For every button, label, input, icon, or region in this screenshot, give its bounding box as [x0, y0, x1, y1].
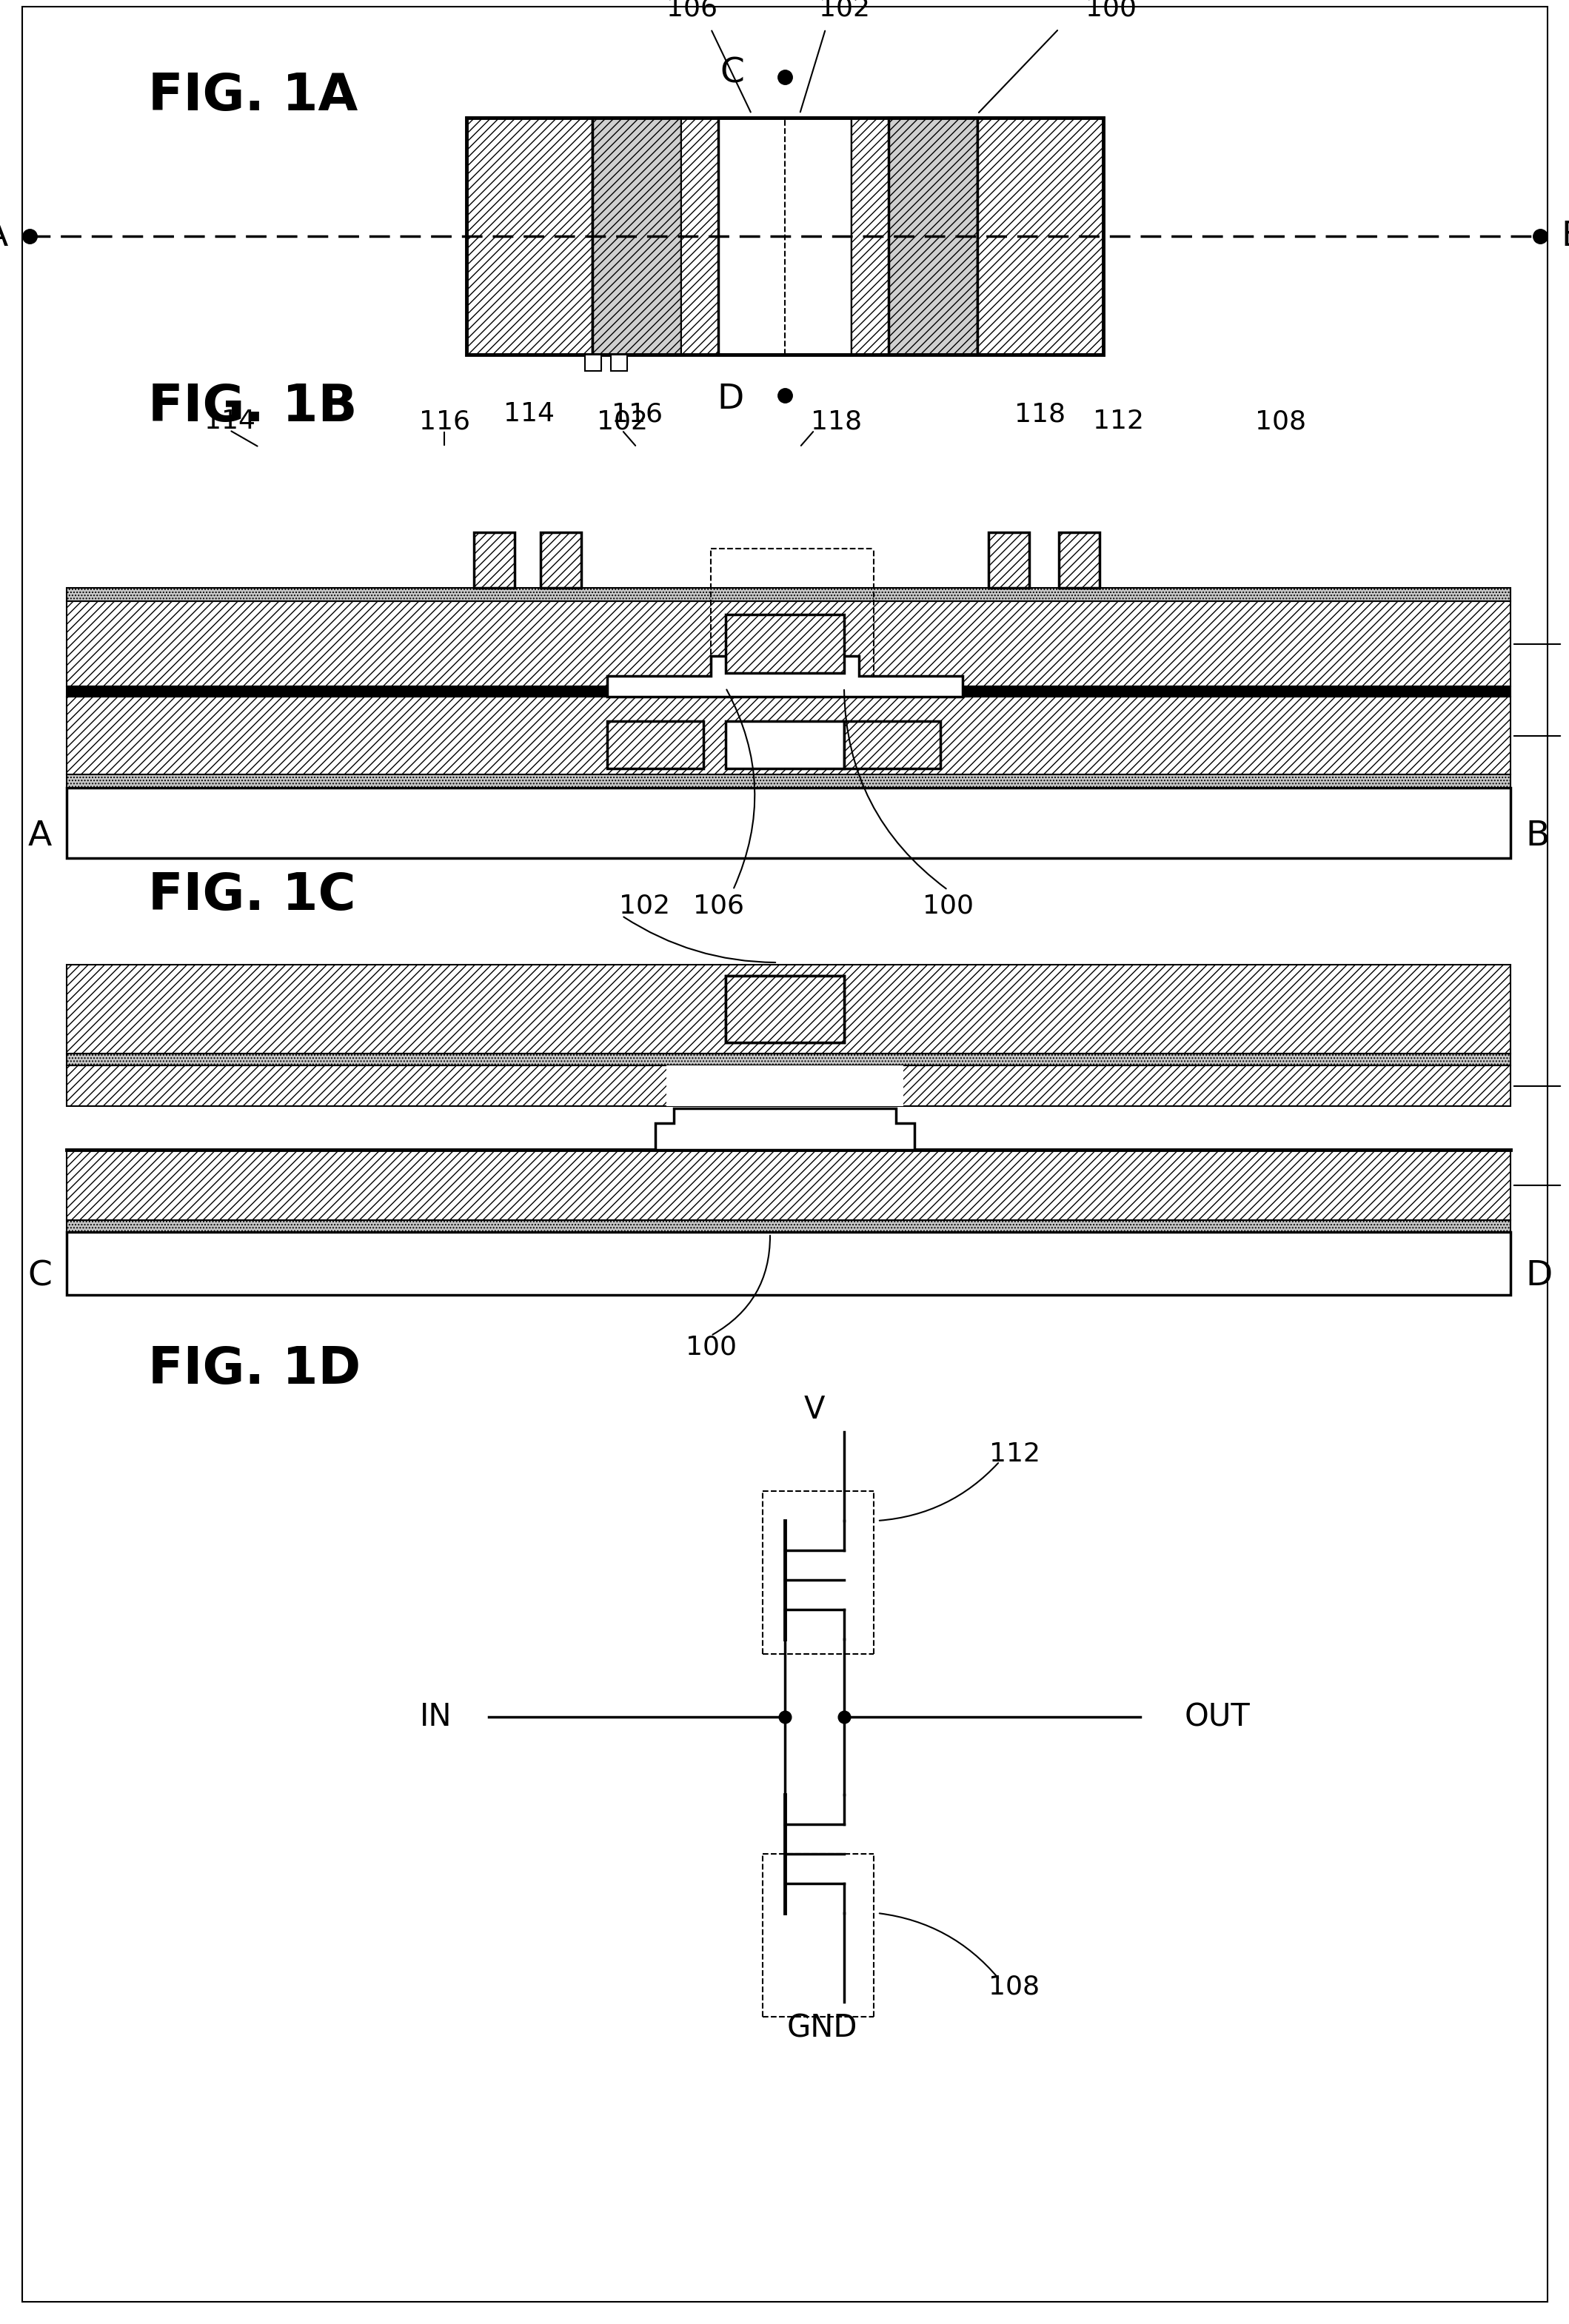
Bar: [66, 1220, 1511, 1232]
Text: FIG. 1B: FIG. 1B: [147, 381, 358, 432]
Bar: [474, 532, 515, 588]
Text: D: D: [1525, 1260, 1552, 1292]
Bar: [466, 119, 593, 356]
Bar: [541, 532, 581, 588]
Bar: [607, 720, 703, 769]
Text: OUT: OUT: [1185, 1701, 1250, 1731]
Text: 114: 114: [504, 402, 555, 425]
Text: GND: GND: [786, 2013, 857, 2043]
Bar: [66, 788, 1511, 858]
Bar: [466, 119, 1103, 356]
Text: 118: 118: [811, 409, 863, 435]
Bar: [66, 1053, 1511, 1064]
Bar: [610, 356, 628, 372]
Bar: [977, 119, 1103, 356]
Bar: [585, 356, 601, 372]
Text: 102: 102: [618, 895, 670, 918]
Text: V: V: [803, 1394, 825, 1425]
Bar: [681, 119, 784, 356]
Text: 112: 112: [1092, 409, 1144, 435]
Bar: [66, 602, 1511, 686]
Bar: [725, 976, 844, 1043]
Bar: [667, 1064, 904, 1106]
Bar: [66, 588, 1511, 602]
Bar: [725, 720, 844, 769]
Bar: [1059, 532, 1100, 588]
Text: FIG. 1A: FIG. 1A: [147, 70, 358, 121]
Bar: [844, 720, 940, 769]
Text: 100: 100: [1086, 0, 1136, 21]
Text: 106: 106: [667, 0, 719, 21]
Bar: [888, 119, 977, 356]
Text: B: B: [1525, 820, 1549, 853]
Text: C: C: [28, 1260, 52, 1292]
Text: FIG. 1D: FIG. 1D: [147, 1343, 361, 1394]
Text: 106: 106: [692, 895, 744, 918]
Text: 108: 108: [988, 1975, 1040, 1999]
Text: 112: 112: [988, 1441, 1040, 1466]
Text: 116: 116: [419, 409, 469, 435]
Bar: [852, 119, 956, 356]
Text: 100: 100: [923, 895, 973, 918]
Bar: [593, 119, 681, 356]
Bar: [66, 697, 1511, 774]
Bar: [66, 1150, 1511, 1220]
Text: FIG. 1C: FIG. 1C: [147, 869, 356, 920]
Bar: [725, 614, 844, 674]
Bar: [66, 964, 1511, 1053]
Text: IN: IN: [419, 1701, 452, 1731]
Text: 108: 108: [1255, 409, 1307, 435]
Bar: [719, 119, 852, 356]
Bar: [726, 978, 843, 1041]
Bar: [725, 976, 844, 1043]
Bar: [66, 686, 1511, 697]
Text: D: D: [717, 383, 744, 416]
Text: A: A: [0, 218, 8, 253]
Text: 102: 102: [596, 409, 648, 435]
Bar: [988, 532, 1029, 588]
Bar: [66, 1064, 1511, 1106]
Text: 100: 100: [686, 1334, 736, 1360]
Text: 114: 114: [204, 409, 256, 435]
Text: B: B: [1561, 218, 1569, 253]
Text: 116: 116: [612, 402, 662, 425]
Text: 102: 102: [819, 0, 869, 21]
Bar: [66, 1232, 1511, 1294]
Polygon shape: [607, 655, 962, 697]
Polygon shape: [656, 1109, 915, 1150]
Text: 118: 118: [1015, 402, 1065, 425]
Text: A: A: [28, 820, 52, 853]
Bar: [66, 774, 1511, 788]
Text: C: C: [720, 56, 744, 91]
